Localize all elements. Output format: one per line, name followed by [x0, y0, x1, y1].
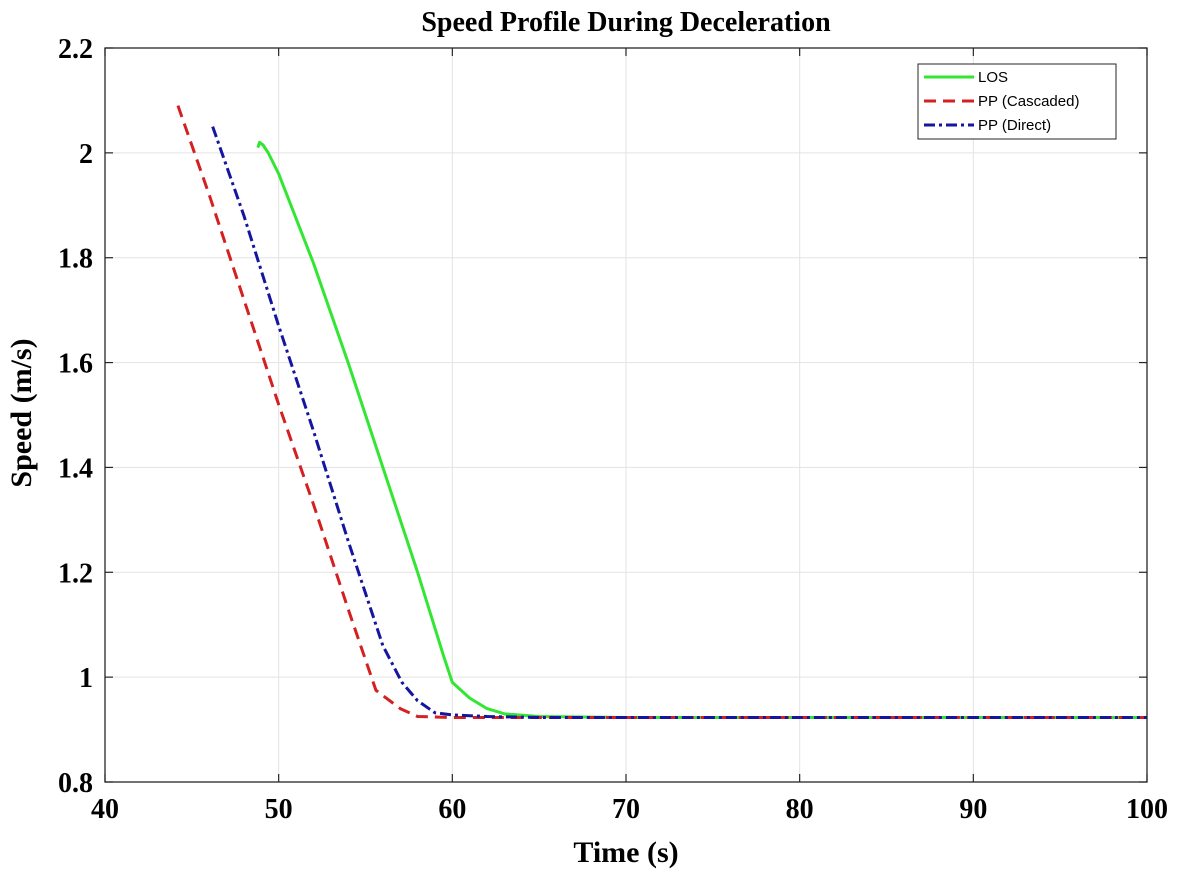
- legend: LOS PP (Cascaded) PP (Direct): [917, 63, 1117, 140]
- x-tick-label: 50: [265, 794, 293, 825]
- legend-label: LOS: [978, 69, 1008, 86]
- x-tick-labels: 40 50 60 70 80 90 100: [91, 794, 1168, 825]
- grid: [105, 48, 1147, 782]
- y-tick-labels: 0.8 1 1.2 1.4 1.6 1.8 2 2.2: [58, 34, 93, 799]
- x-tick-label: 100: [1126, 794, 1168, 825]
- y-tick-label: 0.8: [58, 768, 93, 799]
- y-tick-label: 1.2: [58, 558, 93, 589]
- y-tick-label: 2: [79, 139, 93, 170]
- plot-area: [176, 105, 1147, 720]
- y-tick-label: 1.6: [58, 349, 93, 380]
- x-tick-label: 90: [959, 794, 987, 825]
- ticks: [104, 47, 1148, 783]
- series-line-pp-cascaded: [176, 105, 1147, 720]
- y-axis-label: Speed (m/s): [5, 338, 38, 487]
- x-tick-label: 70: [612, 794, 640, 825]
- legend-label: PP (Cascaded): [978, 93, 1079, 110]
- x-tick-label: 80: [786, 794, 814, 825]
- series-line-pp-direct: [211, 126, 1147, 720]
- x-tick-label: 60: [438, 794, 466, 825]
- chart-title: Speed Profile During Deceleration: [421, 7, 831, 38]
- y-tick-label: 2.2: [58, 34, 93, 65]
- y-tick-label: 1.4: [58, 453, 93, 484]
- legend-label: PP (Direct): [978, 117, 1051, 134]
- y-tick-label: 1: [79, 663, 93, 694]
- x-tick-label: 40: [91, 794, 119, 825]
- y-tick-label: 1.8: [58, 244, 93, 275]
- series-line-los: [256, 140, 1147, 720]
- x-axis-label: Time (s): [573, 836, 678, 869]
